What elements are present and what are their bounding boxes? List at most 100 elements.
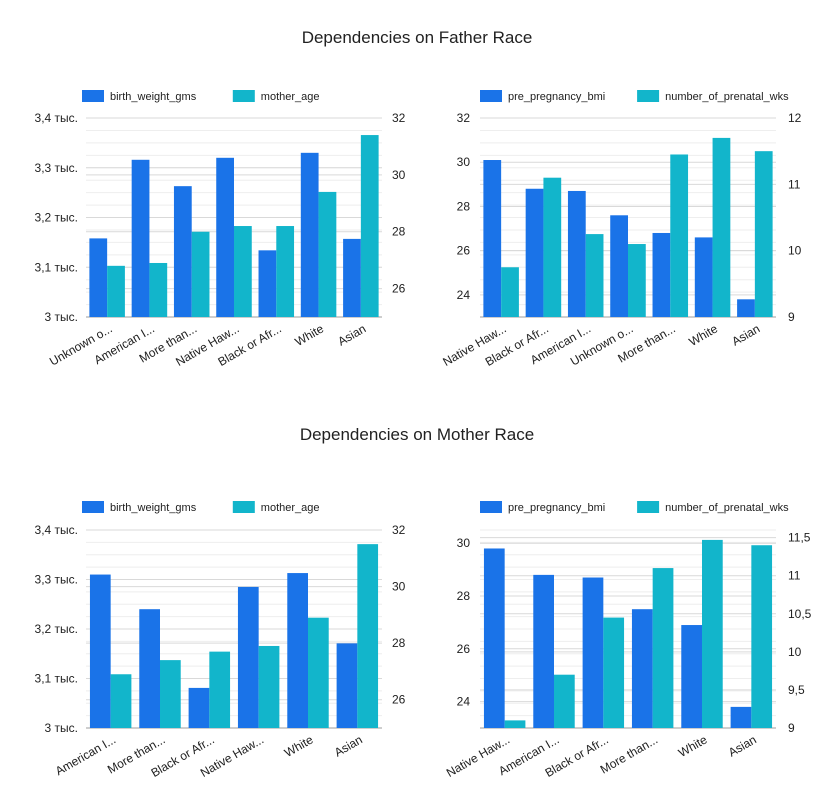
category-label: White xyxy=(292,321,326,349)
right-tick-label: 12 xyxy=(788,111,802,125)
chart-2: 3 тыс. 3,1 тыс. 3,2 тыс. 3,3 тыс. 3,4 тыс. 26… xyxy=(35,501,406,780)
legend-label: birth_weight_gms xyxy=(110,91,197,103)
right-tick-label: 10 xyxy=(788,244,802,258)
bar-pre_pregnancy_bmi xyxy=(610,215,628,317)
bar-mother_age xyxy=(276,226,295,317)
right-tick-label: 11,5 xyxy=(788,531,811,545)
bar-birth_weight_gms xyxy=(89,574,111,728)
left-tick-label: 30 xyxy=(457,155,471,169)
bar-number_of_prenatal_wks xyxy=(754,151,773,317)
bar-mother_age xyxy=(107,265,125,317)
right-tick-label: 32 xyxy=(392,111,406,125)
bar-mother_age xyxy=(308,617,329,728)
left-tick-label: 32 xyxy=(457,111,471,125)
bar-pre_pregnancy_bmi xyxy=(737,299,755,317)
section-title-mother-race: Dependencies on Mother Race xyxy=(299,425,535,444)
bar-number_of_prenatal_wks xyxy=(585,234,604,317)
bar-mother_age xyxy=(318,191,337,317)
chart-0: 3 тыс. 3,1 тыс. 3,2 тыс. 3,3 тыс. 3,4 тыс. 26… xyxy=(35,90,406,369)
left-tick-label: 28 xyxy=(457,199,471,213)
right-tick-label: 30 xyxy=(392,580,406,594)
legend-label: mother_age xyxy=(261,91,320,103)
right-tick-label: 10,5 xyxy=(788,607,812,621)
category-label: Asian xyxy=(726,732,759,759)
bar-mother_age xyxy=(360,135,379,317)
bar-birth_weight_gms xyxy=(173,186,192,317)
category-label: White xyxy=(282,732,316,760)
left-tick-label: 24 xyxy=(457,695,471,709)
right-tick-label: 26 xyxy=(392,282,406,296)
right-tick-label: 10 xyxy=(788,645,802,659)
left-tick-label: 3,1 тыс. xyxy=(35,260,78,274)
bar-mother_age xyxy=(160,660,181,728)
right-tick-label: 32 xyxy=(392,523,406,537)
left-tick-label: 3 тыс. xyxy=(45,721,78,735)
bar-pre_pregnancy_bmi xyxy=(631,609,653,728)
category-label: Asian xyxy=(729,321,762,348)
legend-label: pre_pregnancy_bmi xyxy=(508,502,605,514)
bar-number_of_prenatal_wks xyxy=(504,720,526,728)
bar-number_of_prenatal_wks xyxy=(554,674,575,728)
legend-swatch xyxy=(637,501,660,513)
right-tick-label: 28 xyxy=(392,225,406,239)
left-tick-label: 3,4 тыс. xyxy=(35,523,78,537)
bar-number_of_prenatal_wks xyxy=(712,137,731,317)
bar-mother_age xyxy=(110,674,132,728)
right-tick-label: 9 xyxy=(788,310,795,324)
legend-swatch xyxy=(480,90,502,102)
legend-label: mother_age xyxy=(261,502,320,514)
left-tick-label: 24 xyxy=(457,288,471,302)
bar-birth_weight_gms xyxy=(216,157,234,317)
bar-mother_age xyxy=(191,231,210,317)
bar-birth_weight_gms xyxy=(188,687,210,728)
bar-birth_weight_gms xyxy=(343,238,361,317)
bar-birth_weight_gms xyxy=(287,573,308,728)
bar-number_of_prenatal_wks xyxy=(628,244,646,317)
legend-swatch xyxy=(637,90,660,102)
bar-pre_pregnancy_bmi xyxy=(533,574,554,728)
right-tick-label: 28 xyxy=(392,636,406,650)
legend-swatch xyxy=(480,501,502,513)
right-tick-label: 11 xyxy=(788,569,801,583)
bar-pre_pregnancy_bmi xyxy=(694,237,713,317)
left-tick-label: 3,2 тыс. xyxy=(35,211,78,225)
legend-label: number_of_prenatal_wks xyxy=(665,502,789,514)
right-tick-label: 9 xyxy=(788,721,795,735)
legend-swatch xyxy=(232,501,255,513)
bar-number_of_prenatal_wks xyxy=(501,267,519,317)
bar-pre_pregnancy_bmi xyxy=(483,160,502,317)
left-tick-label: 26 xyxy=(457,642,471,656)
bar-number_of_prenatal_wks xyxy=(702,539,723,728)
category-label: White xyxy=(686,321,720,349)
bar-birth_weight_gms xyxy=(336,643,358,728)
category-label: White xyxy=(676,732,710,760)
right-tick-label: 9,5 xyxy=(788,683,805,697)
bar-birth_weight_gms xyxy=(131,159,150,317)
bar-mother_age xyxy=(234,226,252,317)
bar-birth_weight_gms xyxy=(139,609,160,728)
legend-label: birth_weight_gms xyxy=(110,502,197,514)
category-label: Asian xyxy=(335,321,368,348)
bar-number_of_prenatal_wks xyxy=(670,154,689,317)
bar-number_of_prenatal_wks xyxy=(751,545,773,728)
left-tick-label: 3,3 тыс. xyxy=(35,161,78,175)
bar-birth_weight_gms xyxy=(237,586,259,728)
bar-number_of_prenatal_wks xyxy=(543,177,562,317)
left-tick-label: 30 xyxy=(457,536,471,550)
left-tick-label: 26 xyxy=(457,244,471,258)
right-tick-label: 26 xyxy=(392,693,406,707)
bar-pre_pregnancy_bmi xyxy=(483,548,505,728)
bar-mother_age xyxy=(258,645,280,728)
section-title-father-race: Dependencies on Father Race xyxy=(301,28,533,47)
bar-mother_age xyxy=(149,262,168,317)
left-tick-label: 3,1 тыс. xyxy=(35,672,78,686)
bar-birth_weight_gms xyxy=(258,250,277,317)
left-tick-label: 3,3 тыс. xyxy=(35,573,78,587)
left-tick-label: 3 тыс. xyxy=(45,310,78,324)
bar-mother_age xyxy=(209,651,231,728)
bar-pre_pregnancy_bmi xyxy=(681,625,702,728)
legend-swatch xyxy=(82,501,104,513)
